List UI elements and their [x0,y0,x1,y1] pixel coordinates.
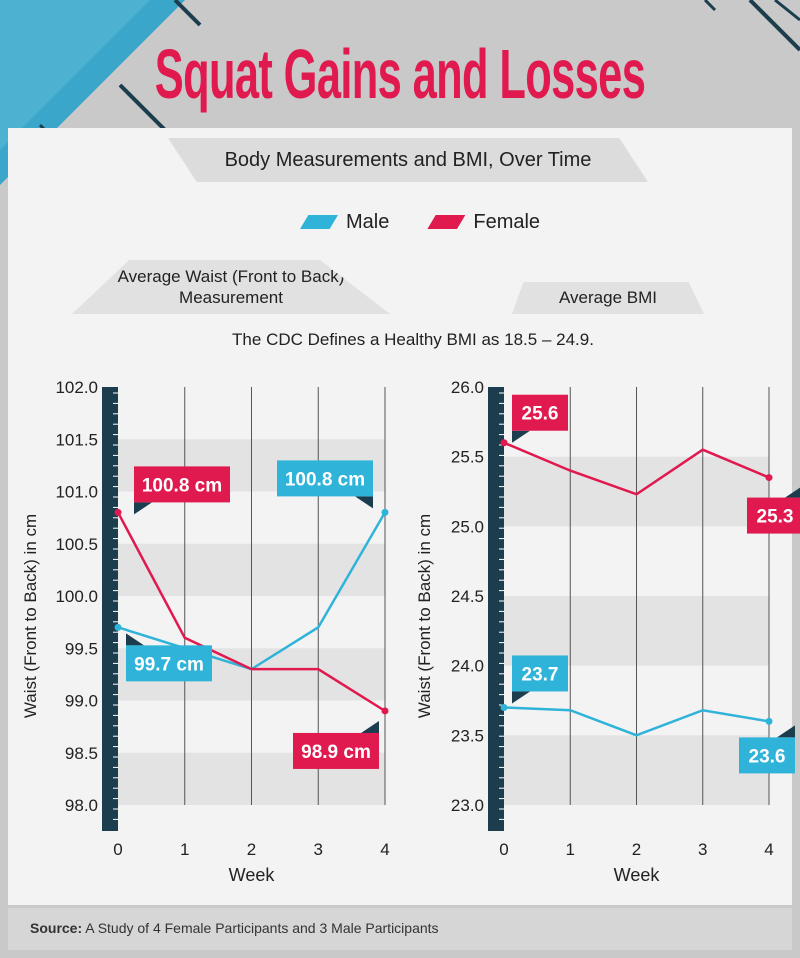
source-text: A Study of 4 Female Participants and 3 M… [82,920,439,936]
y-tick-label: 26.0 [451,378,484,397]
y-tick-label: 101.5 [55,430,98,449]
y-tick-label: 101.0 [55,483,98,502]
legend-label-female: Female [473,210,541,233]
x-tick-label: 4 [380,840,389,859]
data-point-male [381,508,389,516]
callout-label: 98.9 cm [301,742,371,763]
x-axis-label: Week [229,865,276,885]
x-tick-label: 1 [180,840,189,859]
callout-tail [512,430,530,443]
y-tick-label: 23.5 [451,726,484,745]
y-tick-label: 99.0 [65,692,98,711]
x-tick-label: 3 [314,840,323,859]
x-tick-label: 4 [764,840,773,859]
y-tick-label: 25.0 [451,517,484,536]
callout-box [134,466,230,503]
legend-swatch-female [427,215,466,229]
y-tick-label: 99.5 [65,639,98,658]
callout-box [293,732,379,769]
data-point-female [765,474,773,482]
x-tick-label: 0 [113,840,122,859]
chart-waist: 98.0 98.5 99.0 99.5 100.0 100.5 101.0 101.5 102.… [21,378,390,885]
callout-box [512,655,568,692]
y-tick-label: 100.0 [55,587,98,606]
callout-label: 99.7 cm [134,654,204,675]
source-note: Source: A Study of 4 Female Participants… [30,920,439,936]
legend-item-female: Female [427,211,540,234]
callout-label: 100.8 cm [142,475,222,496]
y-axis-label: Waist (Front to Back) in cm [21,514,40,718]
callout-label: 25.6 [522,404,559,425]
cdc-note: The CDC Defines a Healthy BMI as 18.5 – … [232,330,594,349]
callout-tail [134,502,152,515]
y-tick-label: 102.0 [55,378,98,397]
footer-bar [8,908,792,950]
chart-bmi: 23.0 23.5 24.0 24.5 25.0 25.5 26.0 0 1 2 3 4 Week Wai… [415,378,800,885]
x-tick-label: 3 [698,840,707,859]
x-tick-label: 0 [499,840,508,859]
callout-box [277,460,373,497]
y-tick-label: 98.5 [65,744,98,763]
subtitle-banner: Body Measurements and BMI, Over Time [168,138,648,182]
callout-tail [512,691,530,704]
y-tick-label: 24.5 [451,587,484,606]
source-label: Source: [30,920,83,936]
data-point-male [500,703,508,711]
x-tick-label: 2 [632,840,641,859]
callout-tail [361,720,379,733]
y-tick-label: 100.5 [55,535,98,554]
y-axis-bar [102,387,118,831]
data-point-female [114,508,122,516]
y-tick-label: 25.5 [451,448,484,467]
page-title: Squat Gains and Losses [154,35,646,113]
callout-label: 23.7 [522,664,559,685]
data-point-female [500,439,508,447]
data-point-male [114,623,122,631]
series-line-female [116,511,386,713]
y-axis-label: Waist (Front to Back) in cm [415,514,434,718]
legend: Male Female [300,208,578,236]
deco-stripe [703,0,717,12]
legend-swatch-male [300,215,338,229]
y-tick-label: 24.0 [451,657,484,676]
callout-box [739,737,795,774]
y-axis-bar [488,387,504,831]
callout-tail [785,487,800,498]
waist-heading-text: Average Waist (Front to Back) Measuremen… [117,267,345,307]
y-tick-label: 23.0 [451,796,484,815]
callout-box [512,394,568,431]
bmi-chart-heading: Average BMI [512,282,704,314]
photo-triangle-shade [0,0,150,150]
data-point-male [765,717,773,725]
callout-box [747,497,800,534]
callout-tail [777,725,795,738]
callout-tail [126,633,144,646]
deco-stripe [173,0,202,27]
y-tick-label: 98.0 [65,796,98,815]
x-tick-label: 1 [566,840,575,859]
series-line-male [503,706,770,737]
callout-tail [355,496,373,509]
callout-label: 100.8 cm [285,469,365,490]
data-point-female [381,707,389,715]
x-axis-label: Week [614,865,661,885]
legend-label-male: Male [346,210,390,233]
callout-label: 23.6 [749,746,786,767]
deco-stripe [774,0,800,22]
x-tick-label: 2 [247,840,256,859]
callout-label: 25.3 [757,507,794,528]
deco-stripe [748,0,800,52]
legend-item-male: Male [300,211,389,234]
series-line-female [503,441,770,496]
callout-box [126,645,212,682]
